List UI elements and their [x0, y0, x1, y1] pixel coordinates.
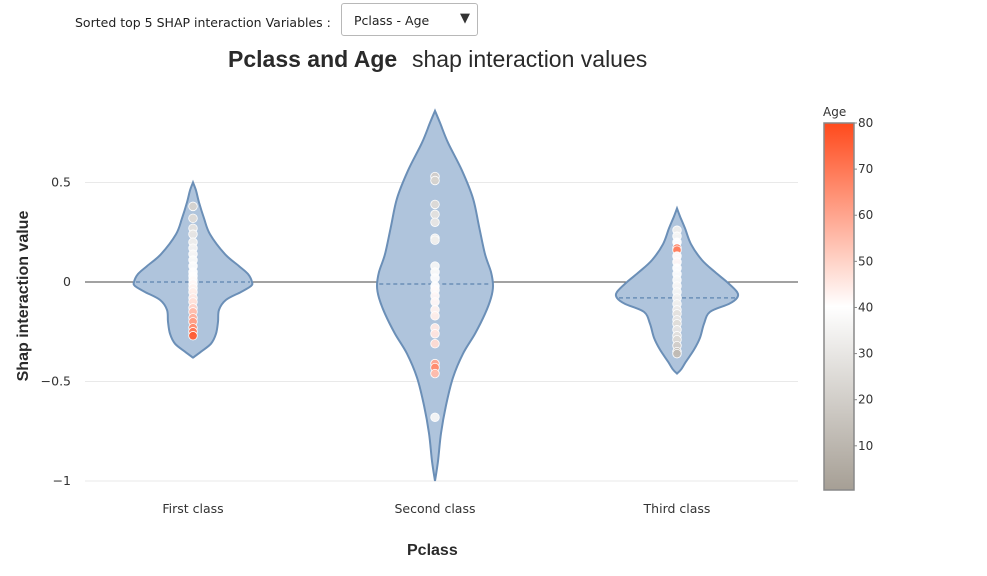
data-point	[430, 311, 440, 321]
y-tick-label: −1	[53, 473, 71, 488]
x-axis-label: Pclass	[407, 542, 458, 559]
colorbar-tick-label: 50	[858, 254, 873, 268]
colorbar-tick-label: 70	[858, 162, 873, 176]
colorbar-tick-label: 60	[858, 208, 873, 222]
y-tick-label: 0	[63, 274, 71, 289]
dropdown-selected-value: Pclass - Age	[354, 13, 430, 28]
data-point	[188, 213, 198, 224]
colorbar-tick-label: 40	[858, 300, 873, 314]
chevron-down-icon: ▼	[460, 11, 470, 26]
data-point	[430, 297, 440, 307]
colorbar-title: Age	[823, 105, 846, 119]
data-point	[188, 331, 198, 341]
y-tick-label: 0.5	[51, 175, 71, 190]
dropdown-label: Sorted top 5 SHAP interaction Variables …	[75, 15, 331, 30]
data-point	[430, 368, 440, 379]
data-point	[430, 175, 440, 186]
colorbar-tick-label: 30	[858, 347, 873, 361]
data-point	[430, 338, 440, 349]
controls-bar: Sorted top 5 SHAP interaction Variables …	[0, 0, 987, 40]
colorbar-tick-label: 20	[858, 393, 873, 407]
chart-title-rest: shap interaction values	[412, 46, 648, 72]
data-point	[430, 329, 440, 339]
colorbar-tick-label: 80	[858, 116, 873, 130]
data-point	[430, 199, 440, 210]
colorbar	[823, 122, 855, 491]
colorbar-tick-label: 10	[858, 439, 873, 453]
data-point	[188, 201, 198, 212]
chart-title-bold: Pclass and Age	[228, 46, 398, 72]
y-axis-label: Shap interaction value	[15, 210, 32, 382]
x-tick-label: First class	[162, 501, 223, 516]
data-point	[430, 209, 440, 220]
data-point	[188, 229, 198, 239]
interaction-variable-dropdown[interactable]: Pclass - Age ▼	[341, 3, 478, 36]
data-point	[672, 348, 682, 359]
y-tick-label: −0.5	[41, 374, 71, 389]
data-point	[430, 273, 440, 283]
x-tick-label: Third class	[643, 501, 711, 516]
data-point	[430, 217, 440, 228]
x-tick-label: Second class	[394, 501, 475, 516]
data-point	[430, 235, 440, 245]
data-point	[430, 412, 440, 423]
